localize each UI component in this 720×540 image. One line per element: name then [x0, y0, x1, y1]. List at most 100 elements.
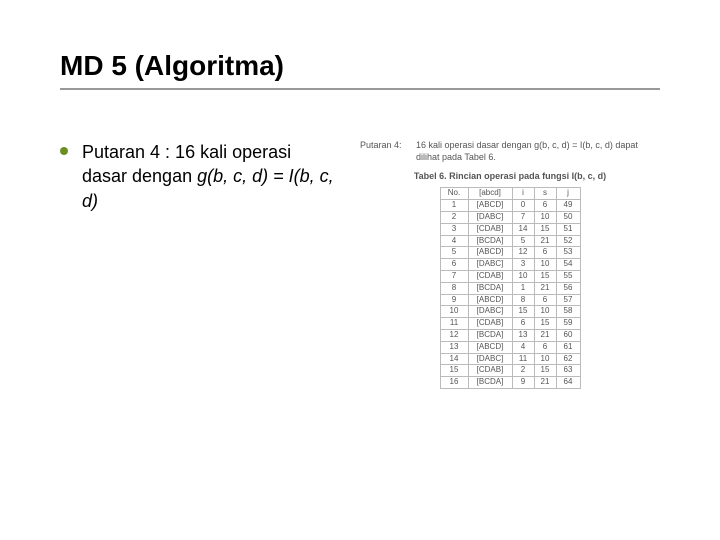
table-cell: 2 — [512, 365, 534, 377]
table-cell: [BCDA] — [468, 282, 512, 294]
table-cell: 52 — [556, 235, 580, 247]
table-cell: 51 — [556, 223, 580, 235]
table-cell: [CDAB] — [468, 365, 512, 377]
table-cell: 10 — [512, 270, 534, 282]
table-cell: 6 — [534, 341, 556, 353]
table-cell: 2 — [440, 211, 468, 223]
table-row: 9[ABCD]8657 — [440, 294, 580, 306]
table-cell: 6 — [534, 294, 556, 306]
table-col-header: [abcd] — [468, 188, 512, 200]
table-cell: 61 — [556, 341, 580, 353]
table-cell: 62 — [556, 353, 580, 365]
table-row: 13[ABCD]4661 — [440, 341, 580, 353]
table-cell: 58 — [556, 306, 580, 318]
table-cell: 10 — [440, 306, 468, 318]
table-cell: 10 — [534, 353, 556, 365]
table-cell: [ABCD] — [468, 294, 512, 306]
table-cell: 16 — [440, 377, 468, 389]
left-column: Putaran 4 : 16 kali operasi dasar dengan… — [60, 140, 340, 389]
slide: MD 5 (Algoritma) Putaran 4 : 16 kali ope… — [0, 0, 720, 540]
table-header-row: No.[abcd]isj — [440, 188, 580, 200]
table-cell: [DABC] — [468, 211, 512, 223]
table-cell: 15 — [534, 223, 556, 235]
table-row: 12[BCDA]132160 — [440, 329, 580, 341]
table-cell: [ABCD] — [468, 247, 512, 259]
table-cell: [DABC] — [468, 259, 512, 271]
table-cell: 63 — [556, 365, 580, 377]
table-cell: 15 — [534, 270, 556, 282]
table-cell: 0 — [512, 200, 534, 212]
bullet-text: Putaran 4 : 16 kali operasi dasar dengan… — [82, 140, 340, 213]
table-cell: 4 — [440, 235, 468, 247]
table-cell: 1 — [512, 282, 534, 294]
table-cell: 12 — [512, 247, 534, 259]
table-cell: 10 — [534, 259, 556, 271]
table-cell: 59 — [556, 318, 580, 330]
table-cell: 3 — [440, 223, 468, 235]
table-cell: [CDAB] — [468, 270, 512, 282]
table-cell: [CDAB] — [468, 223, 512, 235]
table-cell: [CDAB] — [468, 318, 512, 330]
table-row: 6[DABC]31054 — [440, 259, 580, 271]
table-cell: 6 — [534, 200, 556, 212]
table-row: 2[DABC]71050 — [440, 211, 580, 223]
table-cell: 15 — [534, 318, 556, 330]
table-cell: 11 — [440, 318, 468, 330]
table-cell: 5 — [440, 247, 468, 259]
table-cell: 21 — [534, 282, 556, 294]
bullet-item: Putaran 4 : 16 kali operasi dasar dengan… — [60, 140, 340, 213]
table-row: 11[CDAB]61559 — [440, 318, 580, 330]
table-cell: 1 — [440, 200, 468, 212]
table-cell: [ABCD] — [468, 341, 512, 353]
table-cell: 8 — [512, 294, 534, 306]
table-row: 8[BCDA]12156 — [440, 282, 580, 294]
table-col-header: s — [534, 188, 556, 200]
table-head: No.[abcd]isj — [440, 188, 580, 200]
table-cell: 7 — [512, 211, 534, 223]
table-cell: 6 — [534, 247, 556, 259]
table-cell: 8 — [440, 282, 468, 294]
right-header-desc: 16 kali operasi dasar dengan g(b, c, d) … — [416, 140, 660, 163]
data-table: No.[abcd]isj 1[ABCD]06492[DABC]710503[CD… — [440, 187, 581, 389]
right-header-label: Putaran 4: — [360, 140, 408, 163]
table-cell: 55 — [556, 270, 580, 282]
table-row: 7[CDAB]101555 — [440, 270, 580, 282]
bullet-icon — [60, 147, 68, 155]
table-cell: 21 — [534, 235, 556, 247]
table-cell: 21 — [534, 377, 556, 389]
table-cell: 13 — [440, 341, 468, 353]
table-cell: 15 — [534, 365, 556, 377]
table-cell: 5 — [512, 235, 534, 247]
table-cell: 64 — [556, 377, 580, 389]
table-cell: 4 — [512, 341, 534, 353]
table-cell: 3 — [512, 259, 534, 271]
table-cell: 21 — [534, 329, 556, 341]
table-cell: 49 — [556, 200, 580, 212]
table-row: 15[CDAB]21563 — [440, 365, 580, 377]
right-header: Putaran 4: 16 kali operasi dasar dengan … — [360, 140, 660, 163]
table-row: 3[CDAB]141551 — [440, 223, 580, 235]
table-body: 1[ABCD]06492[DABC]710503[CDAB]1415514[BC… — [440, 200, 580, 389]
table-cell: 15 — [512, 306, 534, 318]
table-row: 10[DABC]151058 — [440, 306, 580, 318]
table-cell: 12 — [440, 329, 468, 341]
table-cell: 10 — [534, 306, 556, 318]
slide-title: MD 5 (Algoritma) — [60, 50, 660, 90]
table-cell: 14 — [440, 353, 468, 365]
table-row: 1[ABCD]0649 — [440, 200, 580, 212]
table-cell: [BCDA] — [468, 235, 512, 247]
table-cell: 53 — [556, 247, 580, 259]
table-cell: 15 — [440, 365, 468, 377]
table-cell: 13 — [512, 329, 534, 341]
table-cell: 57 — [556, 294, 580, 306]
table-cell: 50 — [556, 211, 580, 223]
table-row: 14[DABC]111062 — [440, 353, 580, 365]
table-cell: [BCDA] — [468, 377, 512, 389]
table-cell: 54 — [556, 259, 580, 271]
table-cell: 9 — [512, 377, 534, 389]
table-cell: 56 — [556, 282, 580, 294]
table-cell: 9 — [440, 294, 468, 306]
table-cell: [DABC] — [468, 353, 512, 365]
table-cell: 6 — [512, 318, 534, 330]
table-cell: 6 — [440, 259, 468, 271]
